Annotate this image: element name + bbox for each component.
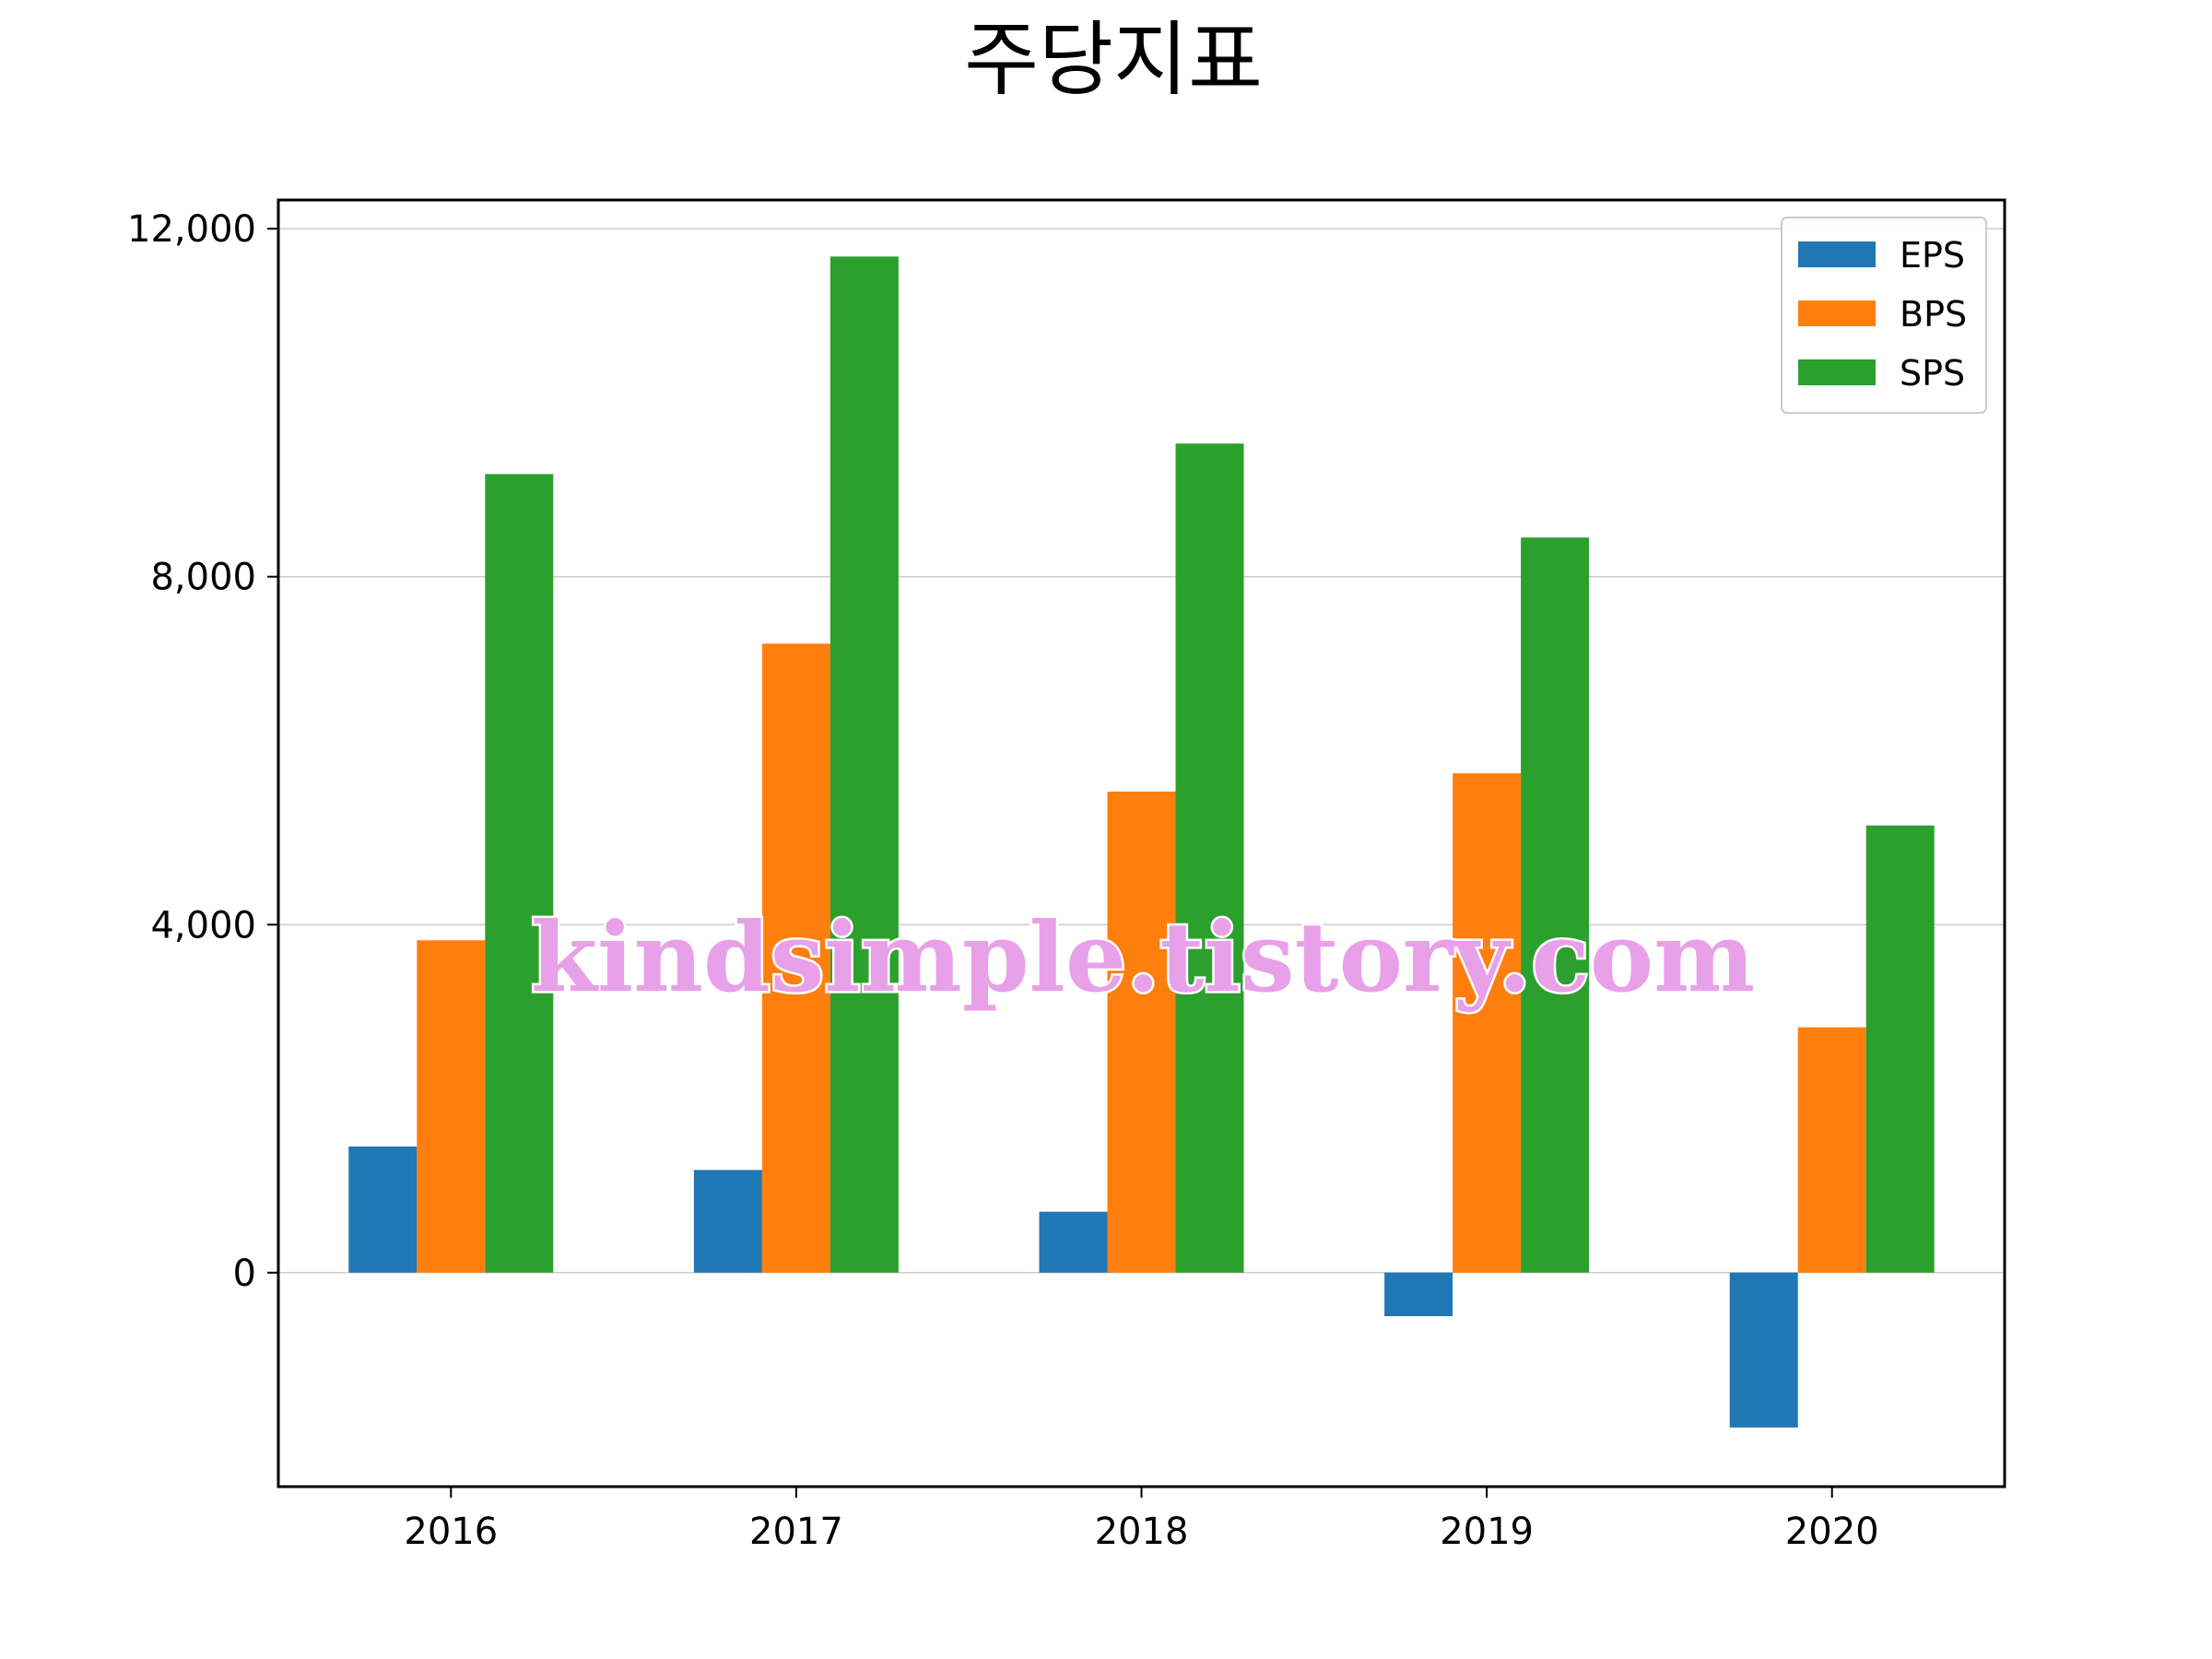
watermark-text: kindsimple.tistory.com bbox=[531, 900, 1755, 1014]
bar-eps-2019 bbox=[1384, 1272, 1453, 1316]
bar-eps-2016 bbox=[348, 1146, 418, 1273]
legend-label-sps: SPS bbox=[1900, 353, 1965, 394]
bar-sps-2019 bbox=[1521, 537, 1590, 1273]
bar-bps-2020 bbox=[1797, 1027, 1866, 1273]
bar-eps-2018 bbox=[1039, 1211, 1108, 1273]
bar-bps-2018 bbox=[1107, 791, 1176, 1273]
x-tick-label: 2019 bbox=[1440, 1511, 1534, 1553]
y-tick-label: 12,000 bbox=[127, 208, 256, 251]
legend-label-eps: EPS bbox=[1900, 235, 1965, 276]
bar-sps-2018 bbox=[1175, 443, 1244, 1273]
bar-sps-2020 bbox=[1865, 825, 1935, 1273]
bars bbox=[348, 256, 1935, 1428]
y-tick-label: 0 bbox=[233, 1253, 256, 1295]
y-tick-label: 4,000 bbox=[150, 904, 256, 947]
gridlines bbox=[278, 228, 2005, 1274]
y-axis: 0 4,000 8,000 12,000 bbox=[127, 208, 278, 1295]
legend-swatch-sps bbox=[1798, 359, 1876, 385]
y-tick-label: 8,000 bbox=[150, 557, 256, 599]
bar-bps-2017 bbox=[761, 643, 830, 1273]
chart-title: 주당지표 bbox=[964, 12, 1263, 107]
x-axis: 2016 2017 2018 2019 2020 bbox=[404, 1487, 1879, 1553]
bar-eps-2017 bbox=[693, 1170, 762, 1273]
x-tick-label: 2020 bbox=[1785, 1511, 1879, 1553]
bar-eps-2020 bbox=[1729, 1272, 1798, 1428]
bar-bps-2019 bbox=[1453, 773, 1522, 1273]
legend-label-bps: BPS bbox=[1900, 294, 1967, 335]
bar-bps-2016 bbox=[417, 940, 486, 1273]
legend-swatch-bps bbox=[1798, 300, 1876, 326]
x-tick-label: 2018 bbox=[1095, 1511, 1189, 1553]
x-tick-label: 2017 bbox=[749, 1511, 843, 1553]
legend-swatch-eps bbox=[1798, 241, 1876, 267]
bar-sps-2017 bbox=[830, 256, 899, 1273]
x-tick-label: 2016 bbox=[404, 1511, 498, 1553]
legend: EPS BPS SPS bbox=[1781, 217, 1987, 414]
bar-sps-2016 bbox=[485, 474, 554, 1273]
